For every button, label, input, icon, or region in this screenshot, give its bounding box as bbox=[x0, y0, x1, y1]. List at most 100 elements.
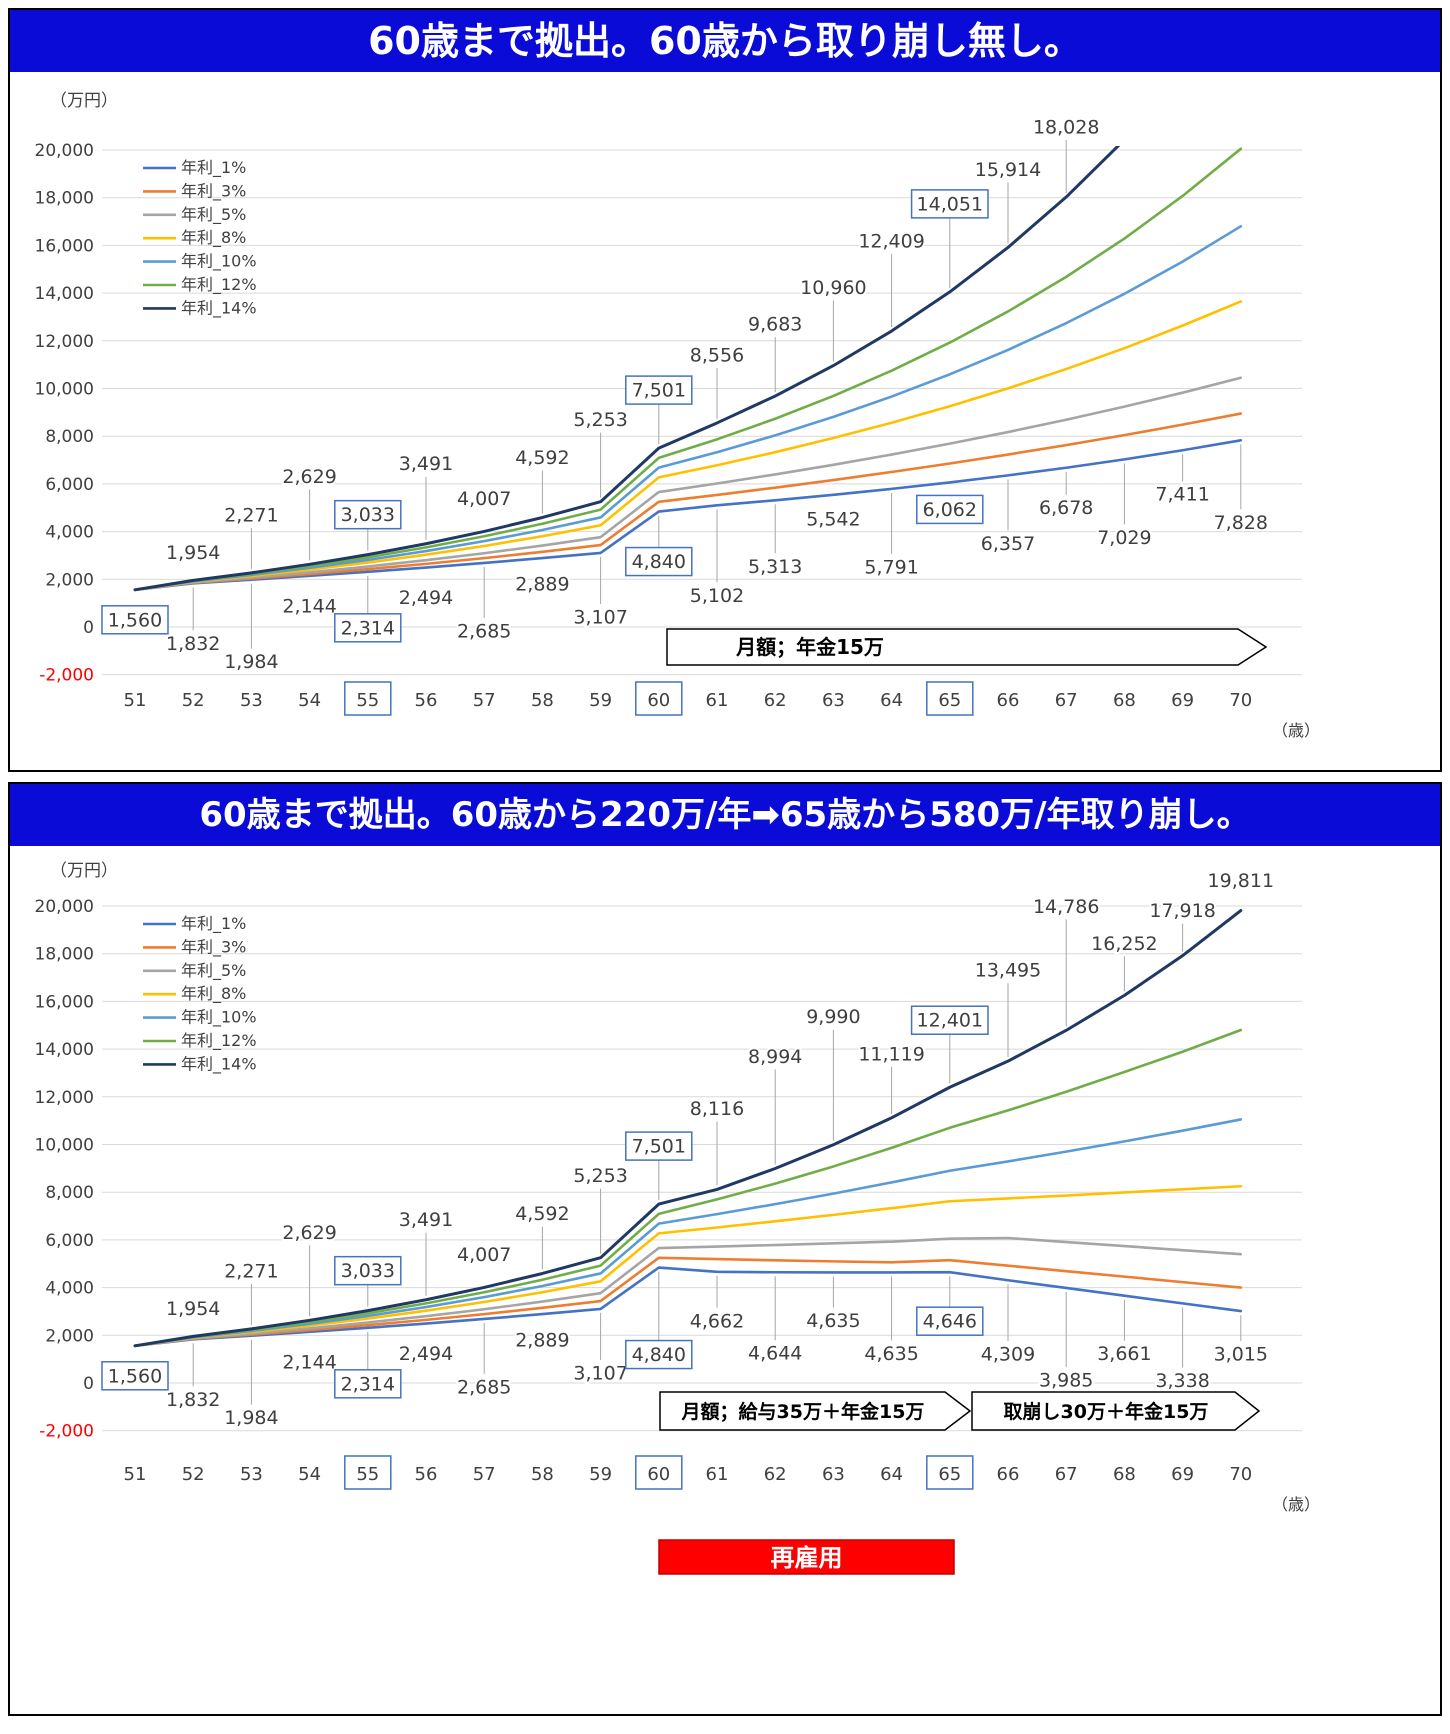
point-label: 4,662 bbox=[690, 1310, 744, 1332]
point-label: 4,840 bbox=[632, 551, 686, 573]
legend-label: 年利_3% bbox=[181, 181, 246, 201]
point-label-box bbox=[625, 375, 693, 405]
series-line-10pct bbox=[133, 225, 1243, 592]
legend-label: 年利_8% bbox=[181, 228, 246, 248]
banner-label: 月額；給与35万＋年金15万 bbox=[681, 1400, 925, 1423]
point-label: 10,960 bbox=[800, 277, 866, 299]
legend-label: 年利_1% bbox=[181, 914, 246, 934]
point-label: 4,635 bbox=[864, 1343, 918, 1365]
point-label: 3,015 bbox=[1214, 1344, 1268, 1366]
point-label: 7,411 bbox=[1155, 484, 1209, 506]
point-label: 6,678 bbox=[1039, 497, 1093, 519]
point-label-box bbox=[625, 1339, 693, 1370]
point-label: 11,119 bbox=[858, 1043, 924, 1065]
point-label: 1,560 bbox=[108, 1365, 162, 1387]
point-label: 19,811 bbox=[1208, 870, 1274, 892]
point-label: 12,401 bbox=[917, 1010, 983, 1032]
x-tick-label: 64 bbox=[880, 1464, 903, 1485]
legend-label: 年利_10% bbox=[181, 252, 257, 272]
point-label-box bbox=[916, 1306, 984, 1336]
point-label: 3,107 bbox=[573, 606, 627, 628]
legend-item-14pct: 年利_14% bbox=[143, 298, 257, 318]
x-tick-box bbox=[344, 1455, 392, 1490]
x-tick-label: 60 bbox=[647, 1464, 670, 1485]
point-label: 1,832 bbox=[166, 1389, 220, 1411]
x-tick-label: 52 bbox=[182, 690, 205, 711]
legend-item-12pct: 年利_12% bbox=[143, 1031, 257, 1051]
x-tick-label: 70 bbox=[1229, 1464, 1252, 1485]
y-tick-label: 16,000 bbox=[35, 236, 94, 256]
point-label: 7,029 bbox=[1097, 527, 1151, 549]
point-label: 1,984 bbox=[224, 651, 278, 673]
x-tick-label: 58 bbox=[531, 1464, 554, 1485]
x-tick-label: 70 bbox=[1229, 690, 1252, 711]
x-tick-label: 69 bbox=[1171, 1464, 1194, 1485]
x-tick-label: 55 bbox=[356, 690, 379, 711]
x-tick-box bbox=[635, 681, 683, 716]
point-label: 8,994 bbox=[748, 1046, 802, 1068]
point-label: 2,889 bbox=[515, 574, 569, 596]
y-tick-label: 4,000 bbox=[45, 523, 94, 543]
y-tick-label: 20,000 bbox=[35, 897, 94, 917]
y-tick-label: 6,000 bbox=[45, 475, 94, 495]
y-tick-label: 12,000 bbox=[35, 332, 94, 352]
point-label: 17,918 bbox=[1149, 900, 1215, 922]
x-tick-label: 59 bbox=[589, 690, 612, 711]
y-tick-label: -2,000 bbox=[39, 666, 94, 686]
point-label: 2,685 bbox=[457, 1376, 511, 1398]
point-label: 5,253 bbox=[573, 1165, 627, 1187]
point-label: 2,629 bbox=[282, 466, 336, 488]
y-tick-label: 2,000 bbox=[45, 1326, 94, 1346]
point-label: 7,501 bbox=[632, 380, 686, 402]
x-tick-label: 68 bbox=[1113, 690, 1136, 711]
point-label: 8,556 bbox=[690, 344, 744, 366]
legend-item-8pct: 年利_8% bbox=[143, 228, 246, 248]
point-label: 2,271 bbox=[224, 1260, 278, 1282]
banner-arrow bbox=[971, 1391, 1261, 1431]
point-label: 2,314 bbox=[341, 1373, 395, 1395]
point-label: 2,889 bbox=[515, 1330, 569, 1352]
series-group bbox=[133, 146, 1243, 592]
point-label-box bbox=[910, 189, 989, 219]
series-line-12pct bbox=[133, 147, 1243, 592]
x-tick-box bbox=[926, 681, 974, 716]
x-tick-label: 51 bbox=[124, 690, 147, 711]
series-line-3pct bbox=[133, 412, 1243, 592]
y-axis-unit-label: （万円） bbox=[50, 861, 118, 881]
point-label-box bbox=[625, 546, 693, 577]
x-tick-label: 66 bbox=[997, 1464, 1020, 1485]
x-tick-label: 61 bbox=[706, 1464, 729, 1485]
legend-label: 年利_12% bbox=[181, 275, 257, 295]
y-tick-label: 4,000 bbox=[45, 1279, 94, 1299]
point-label: 4,840 bbox=[632, 1344, 686, 1366]
point-label: 13,495 bbox=[975, 960, 1041, 982]
legend-item-14pct: 年利_14% bbox=[143, 1054, 257, 1074]
legend-item-1pct: 年利_1% bbox=[143, 158, 246, 178]
point-label: 3,491 bbox=[399, 1209, 453, 1231]
banner-arrow bbox=[659, 1391, 972, 1431]
legend-item-5pct: 年利_5% bbox=[143, 205, 246, 225]
banner-label: 取崩し30万＋年金15万 bbox=[1004, 1400, 1209, 1423]
legend-label: 年利_1% bbox=[181, 158, 246, 178]
banner-arrow bbox=[666, 628, 1268, 666]
point-label-box bbox=[101, 605, 169, 635]
series-line-5pct bbox=[133, 376, 1243, 592]
point-label: 3,338 bbox=[1155, 1370, 1209, 1392]
series-line-12pct bbox=[133, 1028, 1243, 1348]
x-tick-label: 62 bbox=[764, 690, 787, 711]
y-tick-label: 0 bbox=[83, 618, 94, 638]
legend-item-10pct: 年利_10% bbox=[143, 252, 257, 272]
point-label-box bbox=[334, 499, 402, 530]
y-tick-label: -2,000 bbox=[39, 1422, 94, 1442]
point-label-box bbox=[334, 1369, 402, 1399]
legend-item-8pct: 年利_8% bbox=[143, 984, 246, 1004]
legend-item-5pct: 年利_5% bbox=[143, 961, 246, 981]
point-label: 5,253 bbox=[573, 409, 627, 431]
y-tick-label: 20,000 bbox=[35, 141, 94, 161]
y-tick-label: 2,000 bbox=[45, 570, 94, 590]
point-label: 5,102 bbox=[690, 585, 744, 607]
x-tick-label: 59 bbox=[589, 1464, 612, 1485]
x-tick-label: 62 bbox=[764, 1464, 787, 1485]
point-label: 9,683 bbox=[748, 314, 802, 336]
chart-title-top: 60歳まで拠出。60歳から取り崩し無し。 bbox=[10, 10, 1440, 72]
